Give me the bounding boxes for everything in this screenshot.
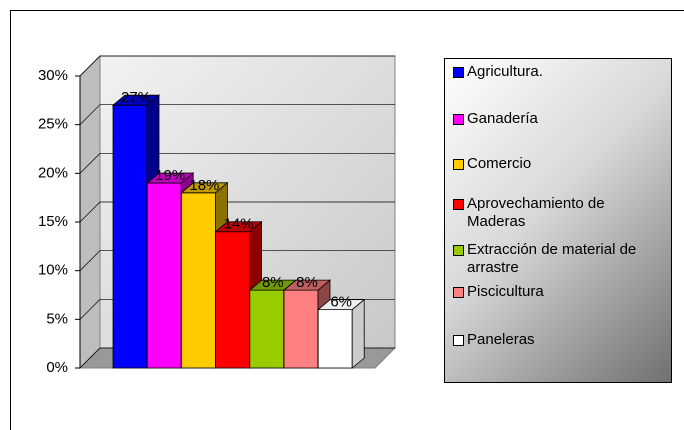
grid-line (79, 152, 395, 174)
y-tick-label: 25% (38, 116, 68, 133)
bar-front (215, 231, 251, 369)
y-tick-label: 30% (38, 67, 68, 84)
legend-swatch (453, 335, 464, 346)
legend-swatch (453, 114, 464, 125)
legend-swatch (453, 67, 464, 78)
data-label: 18% (189, 177, 219, 194)
bar-top (214, 221, 263, 233)
data-label: 6% (330, 294, 352, 311)
legend-label: Comercio (467, 155, 532, 172)
chart-border (10, 10, 684, 430)
data-label: 8% (296, 274, 318, 291)
legend-swatch (453, 159, 464, 170)
bar (317, 298, 366, 369)
y-tick-label: 20% (38, 164, 68, 181)
grid-line (79, 104, 395, 125)
grid-line (79, 201, 395, 223)
legend-label: Agricultura. (467, 63, 543, 80)
y-tick-label: 10% (38, 262, 68, 279)
legend-label: Aprovechamiento de Maderas (467, 195, 605, 230)
grid-line (79, 250, 395, 271)
bar-front (146, 182, 182, 369)
bar (111, 94, 161, 369)
bar-top (146, 172, 195, 184)
legend-label: Ganadería (467, 110, 538, 127)
legend-swatch (453, 287, 464, 298)
bar-top (282, 279, 332, 291)
y-tick-label: 5% (46, 310, 68, 327)
grid-line (79, 55, 395, 77)
data-label: 14% (224, 216, 254, 233)
bar-top (111, 94, 161, 106)
legend-label: Piscicultura (467, 283, 544, 300)
legend-swatch (453, 199, 464, 210)
data-label: 27% (121, 89, 151, 106)
legend-label: Paneleras (467, 331, 535, 348)
bar-top (317, 299, 366, 311)
bar-top (180, 182, 229, 194)
bar-front (283, 289, 319, 369)
data-label: 19% (155, 167, 185, 184)
bar-front (180, 192, 216, 369)
data-label: 8% (262, 274, 284, 291)
bar-front (112, 104, 148, 369)
legend: Agricultura. Ganadería Comercio Aprovechami… (444, 58, 672, 383)
y-tick-label: 15% (38, 213, 68, 230)
y-tick-label: 0% (46, 359, 68, 376)
bar-front (317, 309, 353, 369)
legend-label: Extracción de material de arrastre (467, 241, 637, 276)
legend-swatch (453, 245, 464, 256)
bar-side (351, 298, 365, 369)
bar-front (249, 289, 285, 369)
